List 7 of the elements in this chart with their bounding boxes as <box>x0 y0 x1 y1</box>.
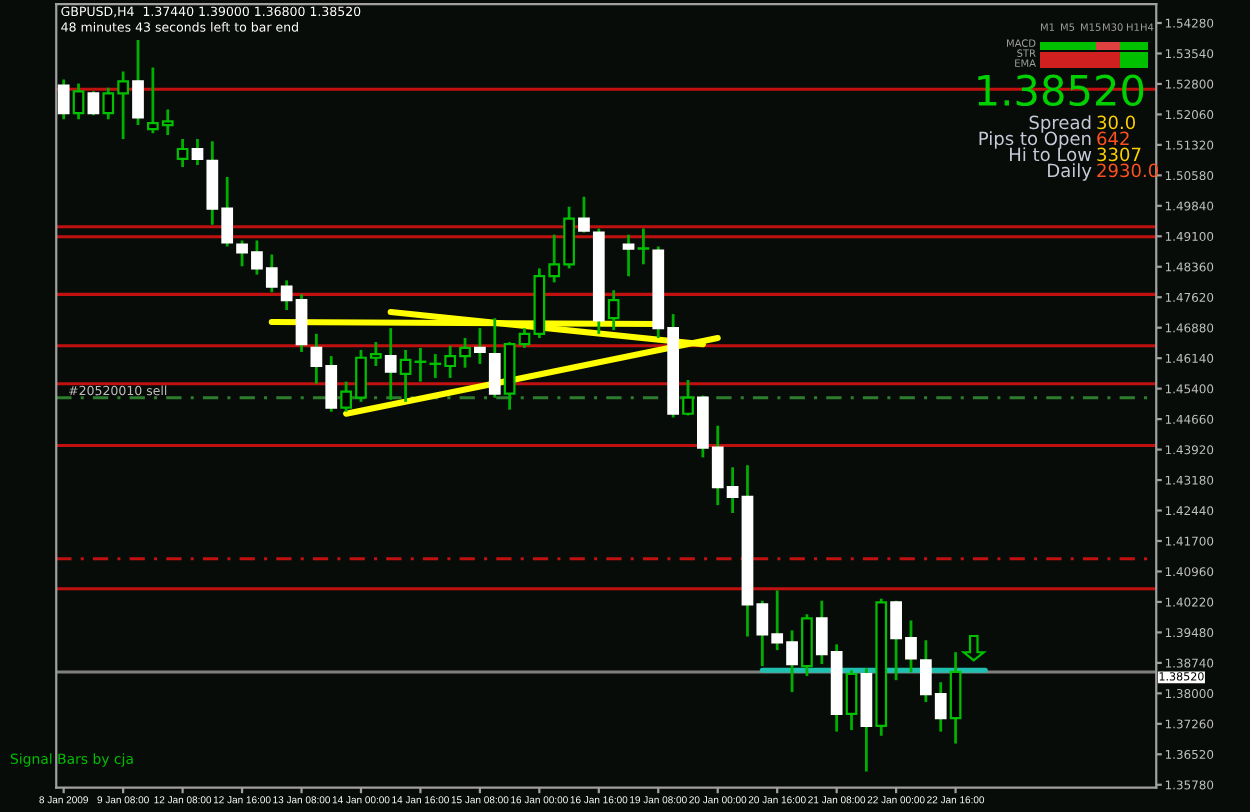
annotation: 642 <box>1097 131 1129 146</box>
annotation: Hi to Low <box>1010 147 1092 162</box>
annotation: 30.0 <box>1097 115 1135 130</box>
annotation: Daily <box>1048 163 1092 181</box>
annotation: 3307 <box>1097 147 1141 162</box>
annotation: Pips to Open <box>979 131 1091 149</box>
annotation: Spread <box>1029 115 1091 133</box>
